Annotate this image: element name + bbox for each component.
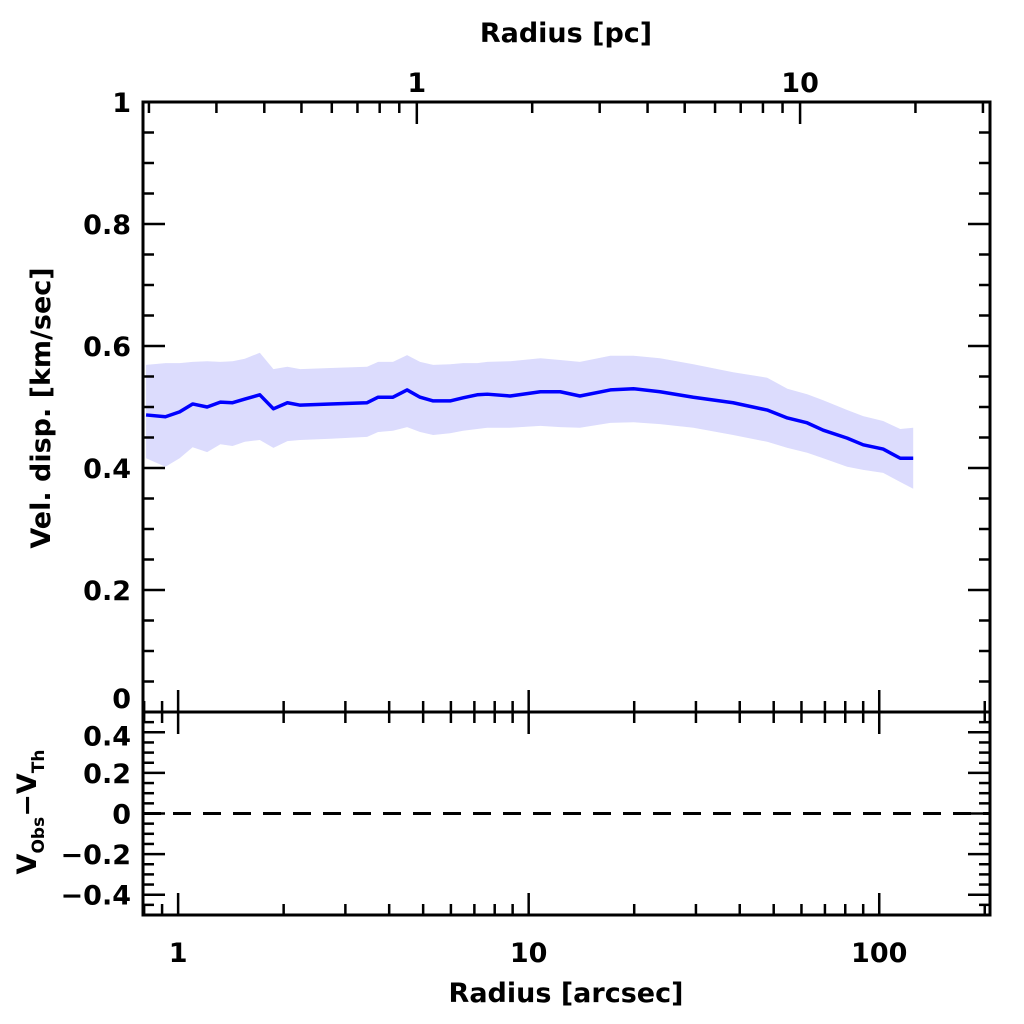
x-axis-label: Radius [arcsec] bbox=[449, 978, 684, 1009]
y-axis-label: Vel. disp. [km/sec] bbox=[26, 267, 57, 548]
y-tick-label: 0.6 bbox=[83, 332, 131, 363]
x-tick-label: 100 bbox=[851, 938, 907, 969]
residual-y-tick-label: 0.4 bbox=[83, 721, 131, 752]
y-tick-label: 0.8 bbox=[83, 210, 131, 241]
y-tick-label: 0 bbox=[112, 684, 131, 715]
data-line-layer bbox=[145, 386, 914, 460]
x-tick-label: 1 bbox=[169, 938, 188, 969]
error-band-layer bbox=[146, 352, 914, 489]
top-x-tick-label: 10 bbox=[781, 68, 819, 99]
y-tick-label: 0.2 bbox=[83, 576, 131, 607]
residual-y-tick-label: −0.4 bbox=[61, 881, 131, 912]
y-tick-label: 0.4 bbox=[83, 454, 131, 485]
axes-layer bbox=[141, 100, 992, 917]
residual-y-tick-label: 0.2 bbox=[83, 759, 131, 790]
error-band bbox=[146, 352, 914, 489]
residual-y-tick-label: 0 bbox=[112, 800, 131, 831]
top-x-tick-label: 1 bbox=[407, 68, 426, 99]
x-tick-label: 10 bbox=[510, 938, 548, 969]
top-axis-label: Radius [pc] bbox=[480, 18, 652, 49]
residual-y-axis-label: VObs−VTh bbox=[12, 750, 49, 875]
residual-y-tick-label: −0.2 bbox=[61, 840, 131, 871]
y-tick-label: 1 bbox=[112, 88, 131, 119]
